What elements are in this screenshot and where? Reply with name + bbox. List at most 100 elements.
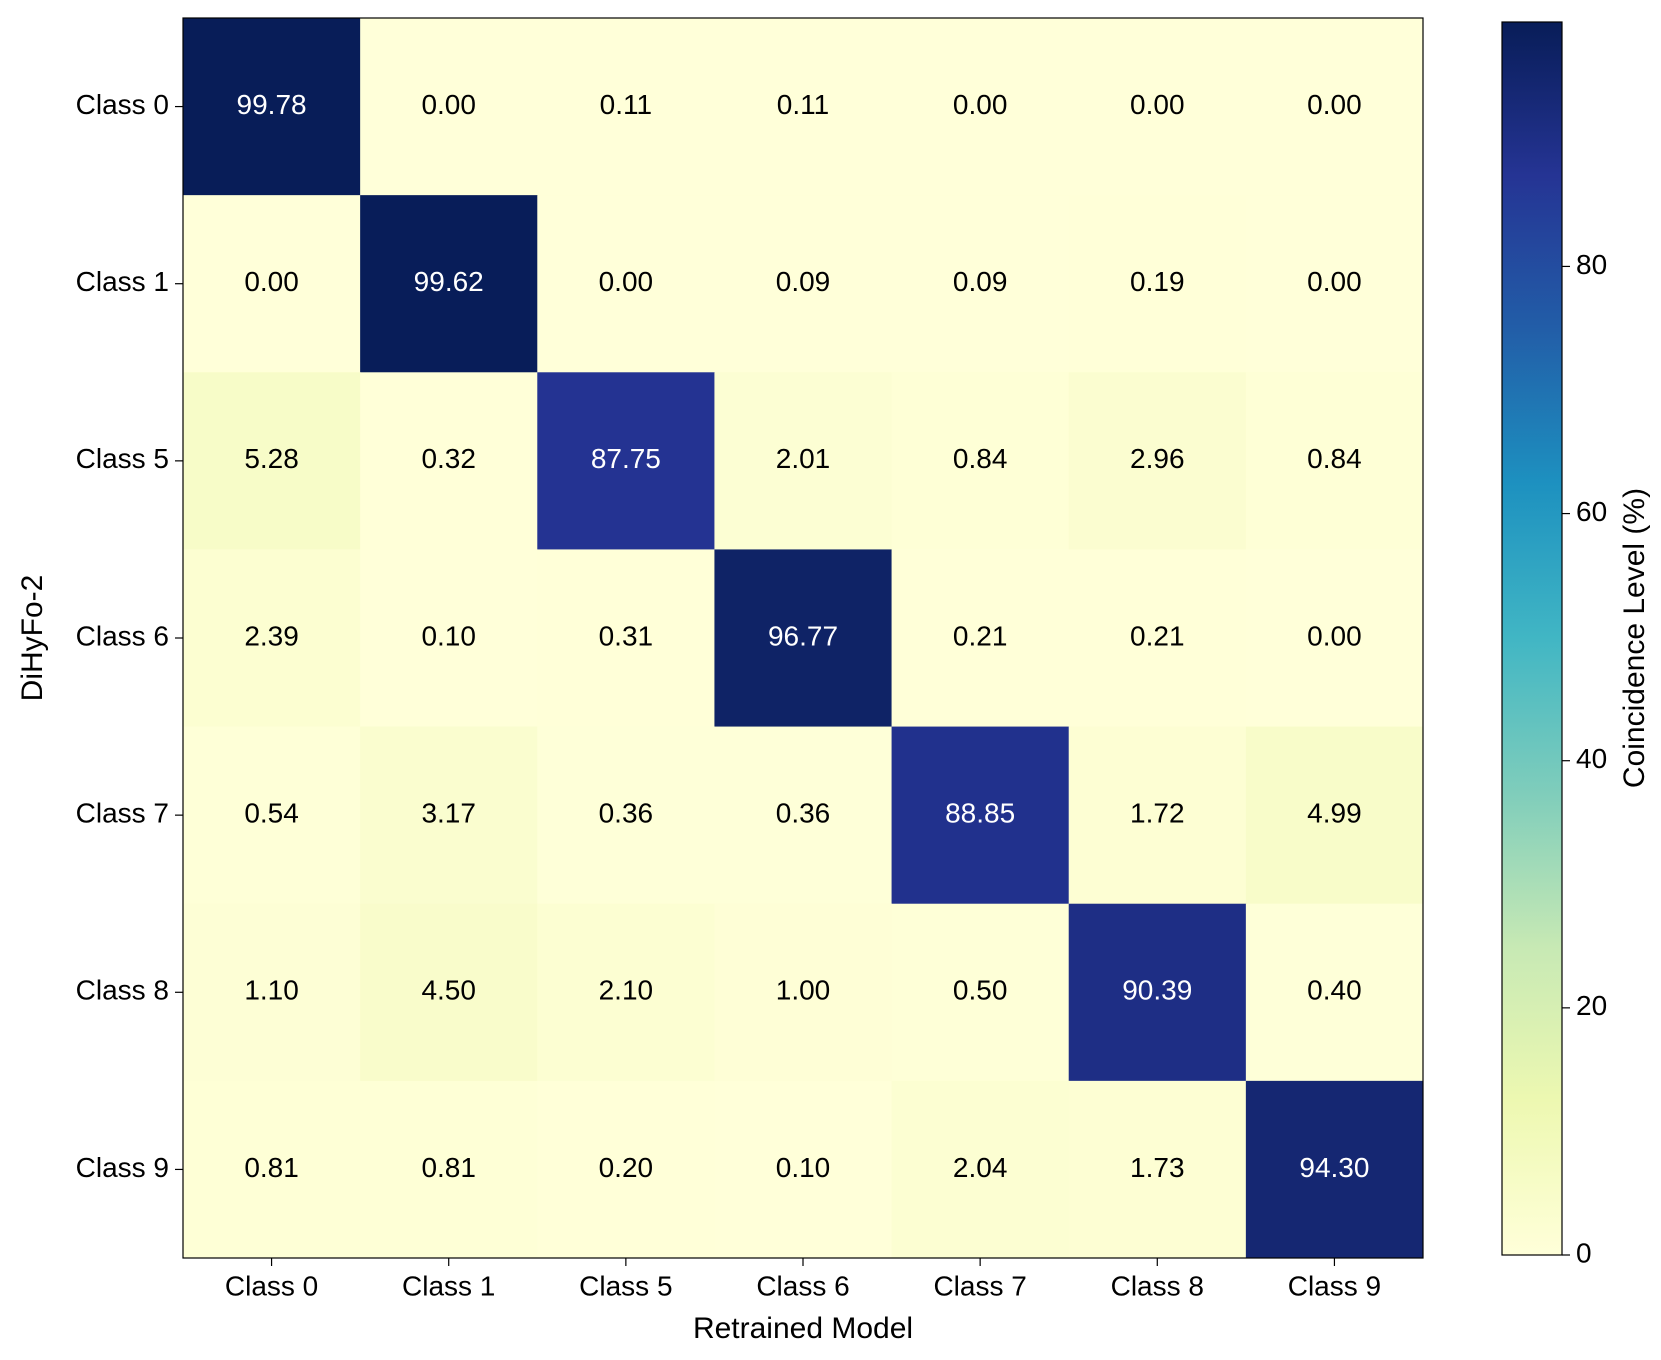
cell-label: 0.36 (599, 798, 654, 829)
heatmap-cell (1068, 903, 1247, 1082)
heatmap-cell (891, 195, 1070, 373)
y-tick-label: Class 5 (76, 443, 169, 474)
y-tick-label: Class 6 (76, 620, 169, 651)
cell-label: 0.00 (421, 89, 476, 120)
heatmap-cell (1068, 549, 1247, 728)
heatmap-cell (537, 195, 715, 373)
cell-label: 96.77 (768, 620, 838, 651)
heatmap-cell (360, 372, 538, 550)
heatmap-cell (714, 1080, 893, 1259)
heatmap-cell (714, 726, 893, 905)
heatmap-cell (1245, 726, 1424, 905)
heatmap-cell (891, 1080, 1070, 1259)
heatmap-cell (1245, 195, 1424, 373)
heatmap-cell (1245, 372, 1424, 550)
cell-label: 0.09 (776, 266, 831, 297)
heatmap-cell (537, 18, 715, 196)
heatmap-cell (1068, 372, 1247, 550)
cell-label: 0.84 (1307, 443, 1362, 474)
cell-label: 0.10 (776, 1152, 831, 1183)
y-tick-label: Class 1 (76, 266, 169, 297)
cell-label: 0.32 (421, 443, 476, 474)
cell-label: 1.10 (244, 975, 299, 1006)
heatmap-cell (714, 195, 893, 373)
cell-label: 1.00 (776, 975, 831, 1006)
colorbar-tick-label: 40 (1576, 743, 1607, 774)
colorbar (1501, 21, 1563, 1256)
heatmap-cell (360, 18, 538, 196)
cell-label: 0.00 (1307, 266, 1362, 297)
colorbar-tick-label: 0 (1576, 1237, 1592, 1268)
heatmap-cell (537, 549, 715, 728)
colorbar-tick-label: 20 (1576, 990, 1607, 1021)
y-tick-label: Class 8 (76, 975, 169, 1006)
heatmap-cell (183, 903, 361, 1082)
heatmap-cell (360, 726, 538, 905)
cell-label: 2.96 (1130, 443, 1185, 474)
heatmap-cell (891, 726, 1070, 905)
x-tick-label: Class 1 (402, 1270, 495, 1301)
heatmap-cell (183, 18, 361, 196)
heatmap-cell (1245, 903, 1424, 1082)
heatmap-cell (183, 726, 361, 905)
cell-label: 0.19 (1130, 266, 1185, 297)
x-axis-label: Retrained Model (693, 1312, 913, 1345)
colorbar-tick-label: 80 (1576, 249, 1607, 280)
cell-label: 5.28 (244, 443, 299, 474)
cell-label: 0.20 (599, 1152, 654, 1183)
heatmap-cell (1068, 18, 1247, 196)
cell-label: 0.00 (1307, 620, 1362, 651)
cell-label: 2.10 (599, 975, 654, 1006)
heatmap-cell (183, 1080, 361, 1259)
cell-label: 99.78 (237, 89, 307, 120)
y-tick-label: Class 9 (76, 1152, 169, 1183)
cell-label: 0.21 (953, 620, 1008, 651)
y-axis-label: DiHyFo-2 (16, 575, 49, 702)
heatmap-cell (891, 903, 1070, 1082)
x-tick-label: Class 5 (579, 1270, 672, 1301)
colorbar-tick-label: 60 (1576, 496, 1607, 527)
heatmap-cell (537, 726, 715, 905)
cell-label: 0.50 (953, 975, 1008, 1006)
heatmap-cell (183, 549, 361, 728)
cell-label: 0.84 (953, 443, 1008, 474)
heatmap-cell (714, 549, 893, 728)
cell-label: 0.21 (1130, 620, 1185, 651)
heatmap-cell (537, 1080, 715, 1259)
heatmap-cell (537, 903, 715, 1082)
cell-label: 0.11 (777, 89, 829, 120)
heatmap-cell (1068, 195, 1247, 373)
cell-label: 0.09 (953, 266, 1008, 297)
x-tick-label: Class 9 (1288, 1270, 1381, 1301)
cell-label: 1.72 (1130, 798, 1185, 829)
heatmap-cell (891, 18, 1070, 196)
cell-label: 3.17 (421, 798, 476, 829)
cell-label: 94.30 (1299, 1152, 1369, 1183)
cell-label: 0.00 (953, 89, 1008, 120)
heatmap-cell (1245, 1080, 1424, 1259)
cell-label: 0.54 (244, 798, 299, 829)
cell-label: 0.40 (1307, 975, 1362, 1006)
cell-label: 0.81 (421, 1152, 476, 1183)
heatmap-cell (360, 549, 538, 728)
heatmap-cell (360, 195, 538, 373)
cell-label: 0.11 (600, 89, 652, 120)
heatmap-cell (714, 372, 893, 550)
cell-label: 0.36 (776, 798, 831, 829)
cell-label: 99.62 (414, 266, 484, 297)
x-tick-label: Class 7 (933, 1270, 1026, 1301)
y-tick-label: Class 7 (76, 798, 169, 829)
heatmap-cell (360, 903, 538, 1082)
x-tick-label: Class 8 (1111, 1270, 1204, 1301)
heatmap-cell (891, 549, 1070, 728)
heatmap-cell (1068, 726, 1247, 905)
heatmap-cell (891, 372, 1070, 550)
heatmap-cell (714, 18, 893, 196)
x-tick-label: Class 0 (225, 1270, 318, 1301)
heatmap-cell (183, 195, 361, 373)
cell-label: 4.50 (421, 975, 476, 1006)
heatmap-cell (1245, 549, 1424, 728)
cell-label: 0.31 (599, 620, 654, 651)
heatmap-cell (714, 903, 893, 1082)
heatmap-cell (183, 372, 361, 550)
